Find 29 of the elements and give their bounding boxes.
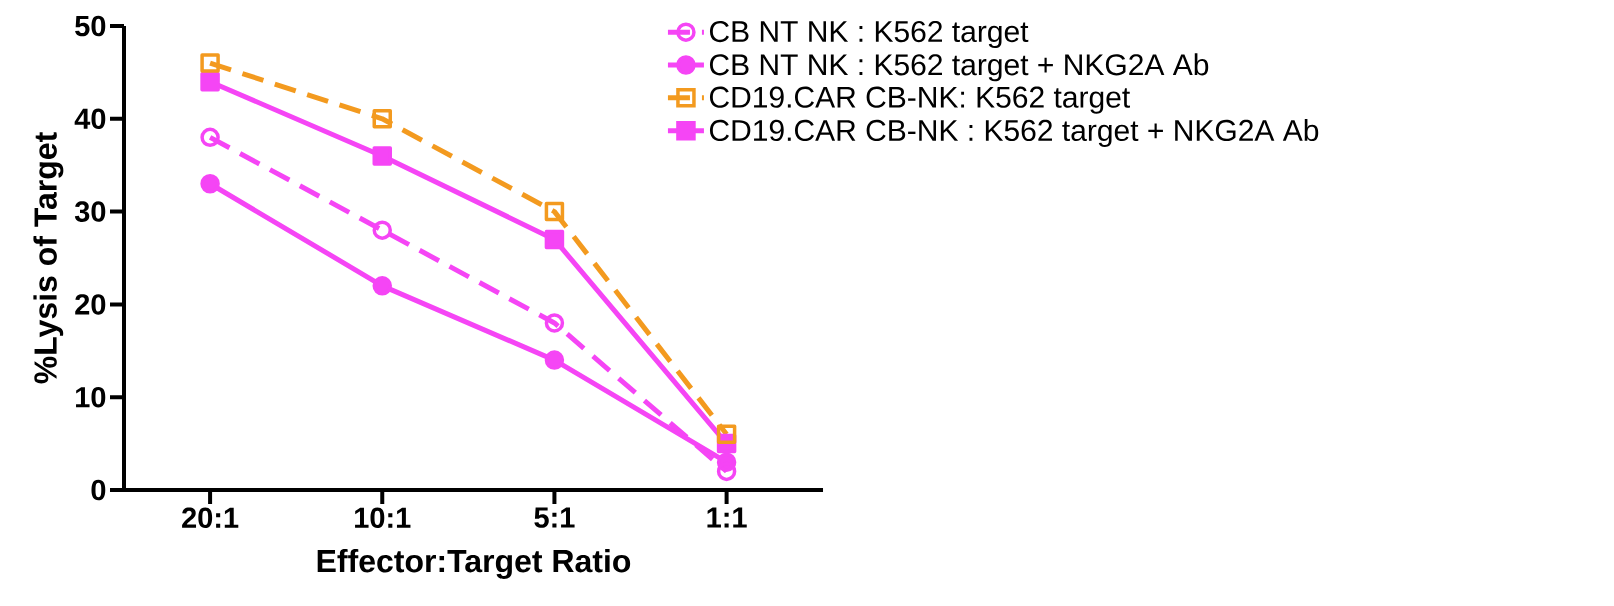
y-tick-label: 10 bbox=[76, 386, 106, 408]
y-tick-label: 0 bbox=[91, 479, 106, 501]
point bbox=[544, 201, 565, 222]
point bbox=[200, 127, 220, 148]
point bbox=[200, 53, 220, 73]
y-tick-label: 40 bbox=[74, 108, 106, 130]
legend-label: CB NT NK : K562 target + NKG2A Ab bbox=[709, 53, 1209, 82]
point bbox=[372, 276, 393, 296]
point bbox=[716, 424, 737, 445]
y-tick-label: 20 bbox=[75, 294, 106, 315]
y-tick-label: 50 bbox=[75, 15, 106, 37]
x-tick-label: 20:1 bbox=[182, 507, 239, 529]
x-tick-label: 10:1 bbox=[355, 507, 411, 529]
point bbox=[372, 146, 393, 166]
y-tick-label: 30 bbox=[74, 201, 106, 222]
point bbox=[200, 174, 220, 194]
point bbox=[372, 220, 393, 240]
point bbox=[544, 313, 565, 333]
y-axis-title: %Lysis of Target bbox=[33, 132, 64, 384]
point bbox=[544, 350, 565, 370]
legend-label: CD19.CAR CB-NK: K562 target bbox=[709, 86, 1130, 114]
legend-label: CD19.CAR CB-NK : K562 target + NKG2A Ab bbox=[709, 119, 1319, 148]
x-tick-label: 1:1 bbox=[707, 507, 747, 528]
point bbox=[372, 109, 393, 129]
point bbox=[544, 229, 565, 250]
x-axis-title: Effector:Target Ratio bbox=[317, 548, 631, 579]
legend-label: CB NT NK : K562 target bbox=[709, 20, 1029, 49]
x-tick-label: 5:1 bbox=[534, 507, 575, 528]
point bbox=[200, 71, 220, 92]
